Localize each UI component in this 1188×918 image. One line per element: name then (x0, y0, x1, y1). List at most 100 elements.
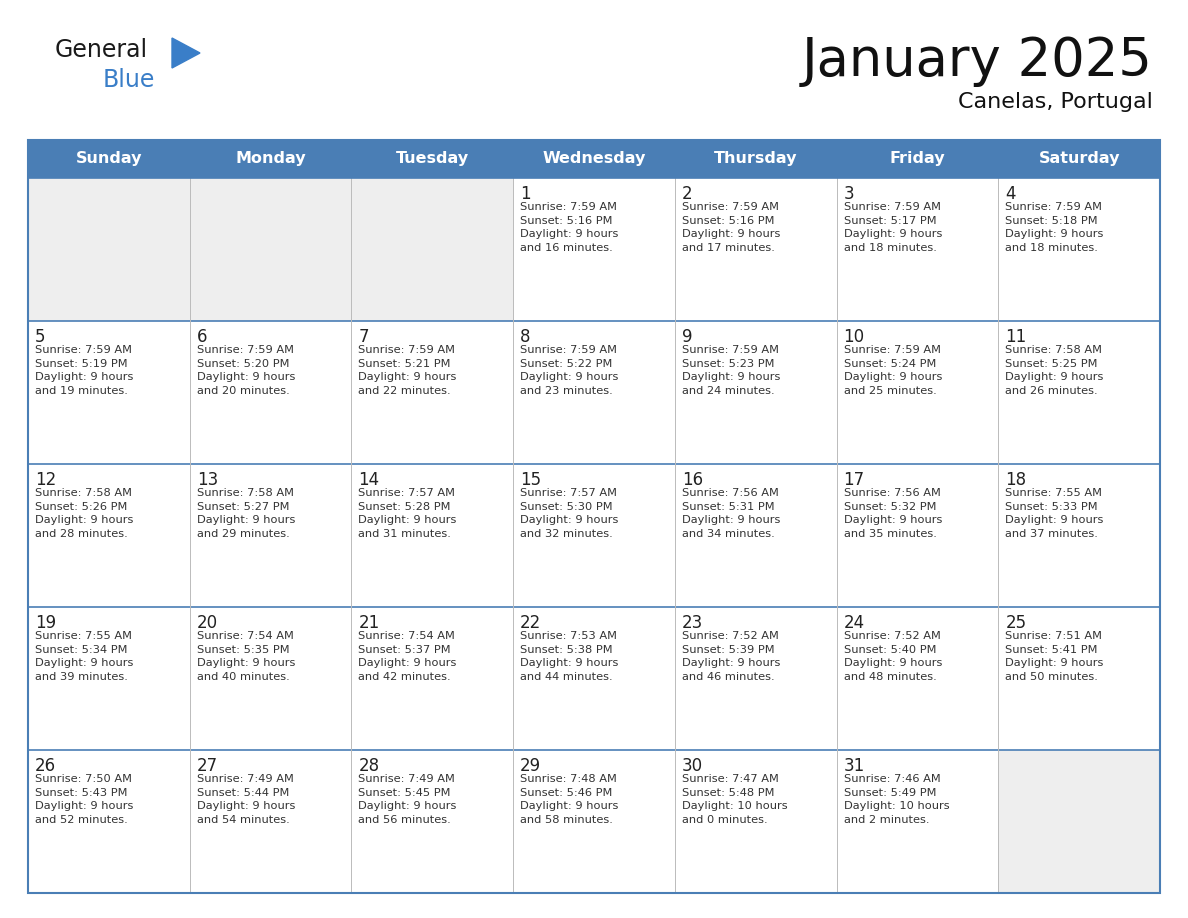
Text: Sunrise: 7:47 AM
Sunset: 5:48 PM
Daylight: 10 hours
and 0 minutes.: Sunrise: 7:47 AM Sunset: 5:48 PM Dayligh… (682, 774, 788, 824)
Bar (190, 607, 352, 750)
Bar (29, 464, 190, 607)
Text: Sunrise: 7:53 AM
Sunset: 5:38 PM
Daylight: 9 hours
and 44 minutes.: Sunrise: 7:53 AM Sunset: 5:38 PM Dayligh… (520, 631, 619, 682)
Bar (352, 321, 513, 464)
Text: 1: 1 (520, 185, 531, 203)
Text: Sunrise: 7:59 AM
Sunset: 5:17 PM
Daylight: 9 hours
and 18 minutes.: Sunrise: 7:59 AM Sunset: 5:17 PM Dayligh… (843, 202, 942, 252)
Bar (836, 607, 998, 750)
Bar (675, 178, 836, 321)
Bar (998, 321, 1159, 464)
Text: Sunrise: 7:58 AM
Sunset: 5:26 PM
Daylight: 9 hours
and 28 minutes.: Sunrise: 7:58 AM Sunset: 5:26 PM Dayligh… (34, 488, 133, 539)
Text: 28: 28 (359, 757, 379, 775)
Text: 31: 31 (843, 757, 865, 775)
Text: Blue: Blue (103, 68, 156, 92)
Bar (675, 464, 836, 607)
Text: Sunrise: 7:57 AM
Sunset: 5:30 PM
Daylight: 9 hours
and 32 minutes.: Sunrise: 7:57 AM Sunset: 5:30 PM Dayligh… (520, 488, 619, 539)
Text: Sunrise: 7:49 AM
Sunset: 5:44 PM
Daylight: 9 hours
and 54 minutes.: Sunrise: 7:49 AM Sunset: 5:44 PM Dayligh… (197, 774, 295, 824)
Text: 11: 11 (1005, 328, 1026, 346)
Text: 21: 21 (359, 614, 380, 632)
Text: Sunrise: 7:59 AM
Sunset: 5:24 PM
Daylight: 9 hours
and 25 minutes.: Sunrise: 7:59 AM Sunset: 5:24 PM Dayligh… (843, 345, 942, 396)
Bar (29, 607, 190, 750)
Text: 10: 10 (843, 328, 865, 346)
Text: General: General (55, 38, 148, 62)
Bar (513, 607, 675, 750)
Text: Friday: Friday (890, 151, 946, 166)
Text: 26: 26 (34, 757, 56, 775)
Bar (998, 750, 1159, 893)
Bar (675, 321, 836, 464)
Text: 17: 17 (843, 471, 865, 489)
Text: 25: 25 (1005, 614, 1026, 632)
Text: Sunrise: 7:59 AM
Sunset: 5:16 PM
Daylight: 9 hours
and 17 minutes.: Sunrise: 7:59 AM Sunset: 5:16 PM Dayligh… (682, 202, 781, 252)
Text: Sunrise: 7:48 AM
Sunset: 5:46 PM
Daylight: 9 hours
and 58 minutes.: Sunrise: 7:48 AM Sunset: 5:46 PM Dayligh… (520, 774, 619, 824)
Text: 6: 6 (197, 328, 207, 346)
Text: 19: 19 (34, 614, 56, 632)
Text: Sunrise: 7:52 AM
Sunset: 5:40 PM
Daylight: 9 hours
and 48 minutes.: Sunrise: 7:52 AM Sunset: 5:40 PM Dayligh… (843, 631, 942, 682)
Bar (513, 464, 675, 607)
Text: 27: 27 (197, 757, 217, 775)
Text: Sunday: Sunday (76, 151, 143, 166)
Bar (836, 750, 998, 893)
Bar (998, 607, 1159, 750)
Text: 5: 5 (34, 328, 45, 346)
Text: 8: 8 (520, 328, 531, 346)
Bar (836, 178, 998, 321)
Bar (352, 607, 513, 750)
Text: Tuesday: Tuesday (396, 151, 469, 166)
Bar (29, 140, 1159, 178)
Bar (998, 178, 1159, 321)
Text: Sunrise: 7:56 AM
Sunset: 5:31 PM
Daylight: 9 hours
and 34 minutes.: Sunrise: 7:56 AM Sunset: 5:31 PM Dayligh… (682, 488, 781, 539)
Bar (998, 464, 1159, 607)
Text: Sunrise: 7:55 AM
Sunset: 5:33 PM
Daylight: 9 hours
and 37 minutes.: Sunrise: 7:55 AM Sunset: 5:33 PM Dayligh… (1005, 488, 1104, 539)
Text: Sunrise: 7:54 AM
Sunset: 5:35 PM
Daylight: 9 hours
and 40 minutes.: Sunrise: 7:54 AM Sunset: 5:35 PM Dayligh… (197, 631, 295, 682)
Bar (29, 750, 190, 893)
Text: Sunrise: 7:59 AM
Sunset: 5:19 PM
Daylight: 9 hours
and 19 minutes.: Sunrise: 7:59 AM Sunset: 5:19 PM Dayligh… (34, 345, 133, 396)
Text: 4: 4 (1005, 185, 1016, 203)
Text: 30: 30 (682, 757, 703, 775)
Bar (513, 178, 675, 321)
Text: Sunrise: 7:59 AM
Sunset: 5:20 PM
Daylight: 9 hours
and 20 minutes.: Sunrise: 7:59 AM Sunset: 5:20 PM Dayligh… (197, 345, 295, 396)
Text: 18: 18 (1005, 471, 1026, 489)
Text: 13: 13 (197, 471, 217, 489)
Text: 29: 29 (520, 757, 542, 775)
Bar (836, 321, 998, 464)
Text: Sunrise: 7:56 AM
Sunset: 5:32 PM
Daylight: 9 hours
and 35 minutes.: Sunrise: 7:56 AM Sunset: 5:32 PM Dayligh… (843, 488, 942, 539)
Text: 20: 20 (197, 614, 217, 632)
Bar (836, 464, 998, 607)
Text: Canelas, Portugal: Canelas, Portugal (959, 92, 1154, 112)
Text: 15: 15 (520, 471, 542, 489)
Text: Sunrise: 7:58 AM
Sunset: 5:25 PM
Daylight: 9 hours
and 26 minutes.: Sunrise: 7:58 AM Sunset: 5:25 PM Dayligh… (1005, 345, 1104, 396)
Text: Sunrise: 7:46 AM
Sunset: 5:49 PM
Daylight: 10 hours
and 2 minutes.: Sunrise: 7:46 AM Sunset: 5:49 PM Dayligh… (843, 774, 949, 824)
Bar (675, 750, 836, 893)
Bar (190, 178, 352, 321)
Bar (29, 321, 190, 464)
Text: Sunrise: 7:58 AM
Sunset: 5:27 PM
Daylight: 9 hours
and 29 minutes.: Sunrise: 7:58 AM Sunset: 5:27 PM Dayligh… (197, 488, 295, 539)
Text: Sunrise: 7:59 AM
Sunset: 5:22 PM
Daylight: 9 hours
and 23 minutes.: Sunrise: 7:59 AM Sunset: 5:22 PM Dayligh… (520, 345, 619, 396)
Text: 16: 16 (682, 471, 703, 489)
Text: Sunrise: 7:50 AM
Sunset: 5:43 PM
Daylight: 9 hours
and 52 minutes.: Sunrise: 7:50 AM Sunset: 5:43 PM Dayligh… (34, 774, 133, 824)
Bar (29, 140, 1159, 893)
Text: 14: 14 (359, 471, 379, 489)
Bar (190, 321, 352, 464)
Text: Sunrise: 7:59 AM
Sunset: 5:23 PM
Daylight: 9 hours
and 24 minutes.: Sunrise: 7:59 AM Sunset: 5:23 PM Dayligh… (682, 345, 781, 396)
Text: January 2025: January 2025 (802, 35, 1154, 87)
Text: Sunrise: 7:59 AM
Sunset: 5:21 PM
Daylight: 9 hours
and 22 minutes.: Sunrise: 7:59 AM Sunset: 5:21 PM Dayligh… (359, 345, 457, 396)
Text: Sunrise: 7:49 AM
Sunset: 5:45 PM
Daylight: 9 hours
and 56 minutes.: Sunrise: 7:49 AM Sunset: 5:45 PM Dayligh… (359, 774, 457, 824)
Text: 24: 24 (843, 614, 865, 632)
Text: Wednesday: Wednesday (542, 151, 646, 166)
Text: Sunrise: 7:54 AM
Sunset: 5:37 PM
Daylight: 9 hours
and 42 minutes.: Sunrise: 7:54 AM Sunset: 5:37 PM Dayligh… (359, 631, 457, 682)
Text: 23: 23 (682, 614, 703, 632)
Bar (190, 750, 352, 893)
Text: 3: 3 (843, 185, 854, 203)
Bar (513, 321, 675, 464)
Text: 22: 22 (520, 614, 542, 632)
Bar (352, 464, 513, 607)
Bar (352, 178, 513, 321)
Text: Sunrise: 7:51 AM
Sunset: 5:41 PM
Daylight: 9 hours
and 50 minutes.: Sunrise: 7:51 AM Sunset: 5:41 PM Dayligh… (1005, 631, 1104, 682)
Text: Sunrise: 7:52 AM
Sunset: 5:39 PM
Daylight: 9 hours
and 46 minutes.: Sunrise: 7:52 AM Sunset: 5:39 PM Dayligh… (682, 631, 781, 682)
Text: 2: 2 (682, 185, 693, 203)
Text: Sunrise: 7:59 AM
Sunset: 5:18 PM
Daylight: 9 hours
and 18 minutes.: Sunrise: 7:59 AM Sunset: 5:18 PM Dayligh… (1005, 202, 1104, 252)
Text: 9: 9 (682, 328, 693, 346)
Bar (29, 178, 190, 321)
Bar (513, 750, 675, 893)
Text: Saturday: Saturday (1038, 151, 1120, 166)
